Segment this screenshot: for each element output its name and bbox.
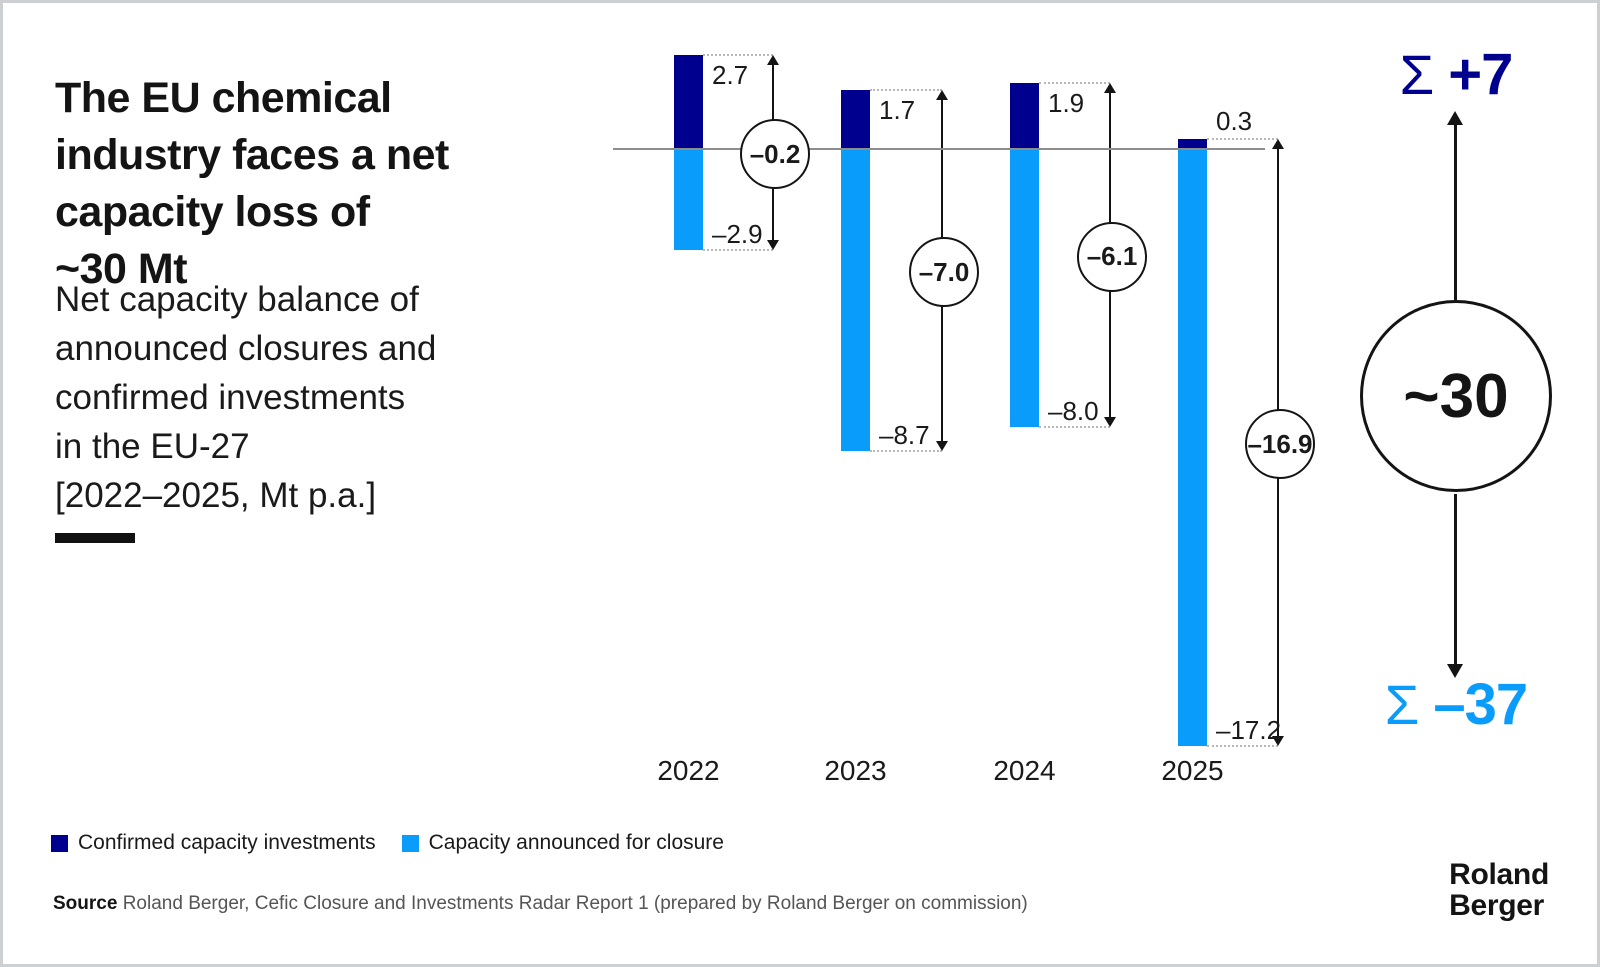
logo-line-berger: Berger: [1449, 889, 1545, 922]
investment-value-2022: 2.7: [712, 60, 749, 91]
investment-value-2023: 1.7: [879, 95, 916, 125]
chart-subtitle: Net capacity balance of announced closur…: [55, 275, 436, 520]
closure-value-2024: –8.0: [1048, 395, 1099, 426]
bar-investment-2023: [841, 90, 870, 149]
net-arrow-up-head-2025: [1272, 138, 1284, 149]
year-label-2025: 2025: [1161, 755, 1224, 786]
title-line: ~30 Mt: [55, 244, 188, 293]
net-arrow-down-head-2022: [767, 239, 779, 250]
bar-chart: 2.7 –2.9 –0.2 2022 1.7 –8.7 –7.0 2023 1.9 –8.0 –6.…: [3, 3, 1597, 964]
title-underline-bar: [55, 533, 135, 543]
title-line: The EU chemical: [55, 73, 392, 122]
net-circle-2023: –7.0: [909, 237, 979, 308]
subtitle-line: announced closures and: [55, 329, 437, 368]
bar-investment-2022: [674, 55, 703, 149]
bar-investment-2024: [1010, 83, 1039, 149]
up-arrow-icon: [1447, 111, 1463, 125]
sigma-icon: Σ: [1399, 43, 1435, 106]
dotted-connector-bottom-2023: [870, 449, 942, 452]
dotted-connector-top-2024: [1039, 82, 1110, 85]
dotted-connector-bottom-2025: [1207, 744, 1278, 747]
closure-value-2023: –8.7: [879, 419, 930, 450]
net-circle-2022: –0.2: [740, 119, 810, 190]
net-arrow-up-head-2023: [936, 90, 948, 100]
dotted-connector-bottom-2022: [703, 248, 773, 251]
bar-closure-2025: [1178, 149, 1207, 746]
net-total-circle: ~30: [1360, 300, 1552, 492]
bar-closure-2022: [674, 149, 703, 250]
year-label-2023: 2023: [824, 755, 887, 786]
title-line: capacity loss of: [55, 187, 370, 236]
sum-closures-total: Σ –37: [1384, 671, 1528, 738]
bar-closure-2024: [1010, 149, 1039, 427]
title-line: industry faces a net: [55, 130, 449, 179]
dotted-connector-top-2025: [1207, 137, 1278, 140]
investment-value-2024: 1.9: [1048, 88, 1085, 119]
net-arrow-up-head-2024: [1104, 83, 1116, 94]
net-arrow-up-head-2022: [767, 55, 779, 66]
source-label: Source: [53, 893, 118, 914]
sum-positive-value: +7: [1448, 42, 1513, 107]
source-line: Source Roland Berger, Cefic Closure and …: [53, 893, 1028, 915]
closure-value-2022: –2.9: [712, 218, 763, 249]
dotted-connector-bottom-2024: [1039, 425, 1110, 428]
net-arrow-down-head-2023: [936, 440, 948, 451]
legend-swatch-closures: [401, 834, 419, 852]
legend-label-closures: Capacity announced for closure: [428, 831, 724, 854]
net-arrow-down-head-2025: [1272, 735, 1284, 746]
subtitle-line: in the EU-27: [55, 427, 250, 466]
page-title: The EU chemical industry faces a net cap…: [55, 70, 449, 298]
net-total-value: ~30: [1403, 361, 1509, 431]
subtitle-line: [2022–2025, Mt p.a.]: [55, 476, 377, 515]
bar-investment-2025: [1178, 138, 1207, 149]
net-circle-2025: –16.9: [1245, 409, 1315, 480]
subtitle-line: Net capacity balance of: [55, 280, 419, 319]
net-circle-2024: –6.1: [1077, 221, 1147, 292]
sum-negative-value: –37: [1433, 672, 1528, 737]
chart-legend: Confirmed capacity investments Capacity …: [51, 831, 724, 855]
dotted-connector-top-2023: [870, 89, 942, 91]
down-arrow-icon: [1447, 664, 1463, 678]
legend-label-investments: Confirmed capacity investments: [78, 831, 376, 854]
legend-swatch-investments: [51, 834, 68, 852]
closure-value-2025: –17.2: [1216, 714, 1282, 745]
bar-closure-2023: [841, 149, 870, 451]
year-label-2022: 2022: [657, 755, 720, 786]
sigma-icon: Σ: [1384, 673, 1420, 736]
logo-line-roland: Roland: [1449, 858, 1549, 891]
year-label-2024: 2024: [993, 755, 1056, 786]
up-arrow-line: [1454, 124, 1457, 300]
zero-axis-line: [613, 148, 1265, 150]
dotted-connector-top-2022: [703, 54, 773, 57]
down-arrow-line: [1454, 494, 1457, 666]
source-text: Roland Berger, Cefic Closure and Investm…: [122, 893, 1028, 914]
sum-investments-total: Σ +7: [1399, 41, 1514, 108]
net-arrow-down-head-2024: [1104, 416, 1116, 427]
subtitle-line: confirmed investments: [55, 378, 406, 417]
roland-berger-logo: Roland Berger: [1449, 859, 1549, 921]
legend-item-closures: Capacity announced for closure: [401, 831, 724, 855]
investment-value-2025: 0.3: [1216, 105, 1253, 136]
legend-item-investments: Confirmed capacity investments: [51, 831, 376, 855]
